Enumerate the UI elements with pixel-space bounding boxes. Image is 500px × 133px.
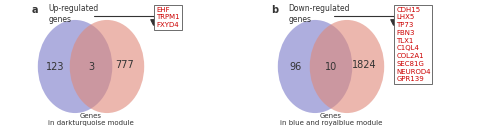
Text: 3: 3: [88, 61, 94, 72]
Text: Down-regulated
genes: Down-regulated genes: [288, 4, 350, 24]
Text: 777: 777: [115, 60, 134, 70]
Text: 10: 10: [325, 61, 337, 72]
Ellipse shape: [70, 20, 144, 113]
Text: Genes
in darkturquoise module: Genes in darkturquoise module: [48, 113, 134, 126]
Text: 123: 123: [46, 61, 64, 72]
Text: Up-regulated
genes: Up-regulated genes: [48, 4, 98, 24]
Text: 96: 96: [289, 61, 301, 72]
Text: a: a: [31, 5, 38, 15]
Ellipse shape: [310, 20, 384, 113]
Ellipse shape: [278, 20, 352, 113]
Text: CDH15
LHX5
TP73
FBN3
TLX1
C1QL4
COL2A1
SEC81G
NEUROD4
GPR139: CDH15 LHX5 TP73 FBN3 TLX1 C1QL4 COL2A1 S…: [396, 7, 430, 82]
Text: EHF
TRPM1
FXYD4: EHF TRPM1 FXYD4: [156, 7, 180, 28]
Text: b: b: [271, 5, 278, 15]
Text: Genes
in blue and royalblue module: Genes in blue and royalblue module: [280, 113, 382, 126]
Ellipse shape: [38, 20, 113, 113]
Text: 1824: 1824: [352, 60, 376, 70]
